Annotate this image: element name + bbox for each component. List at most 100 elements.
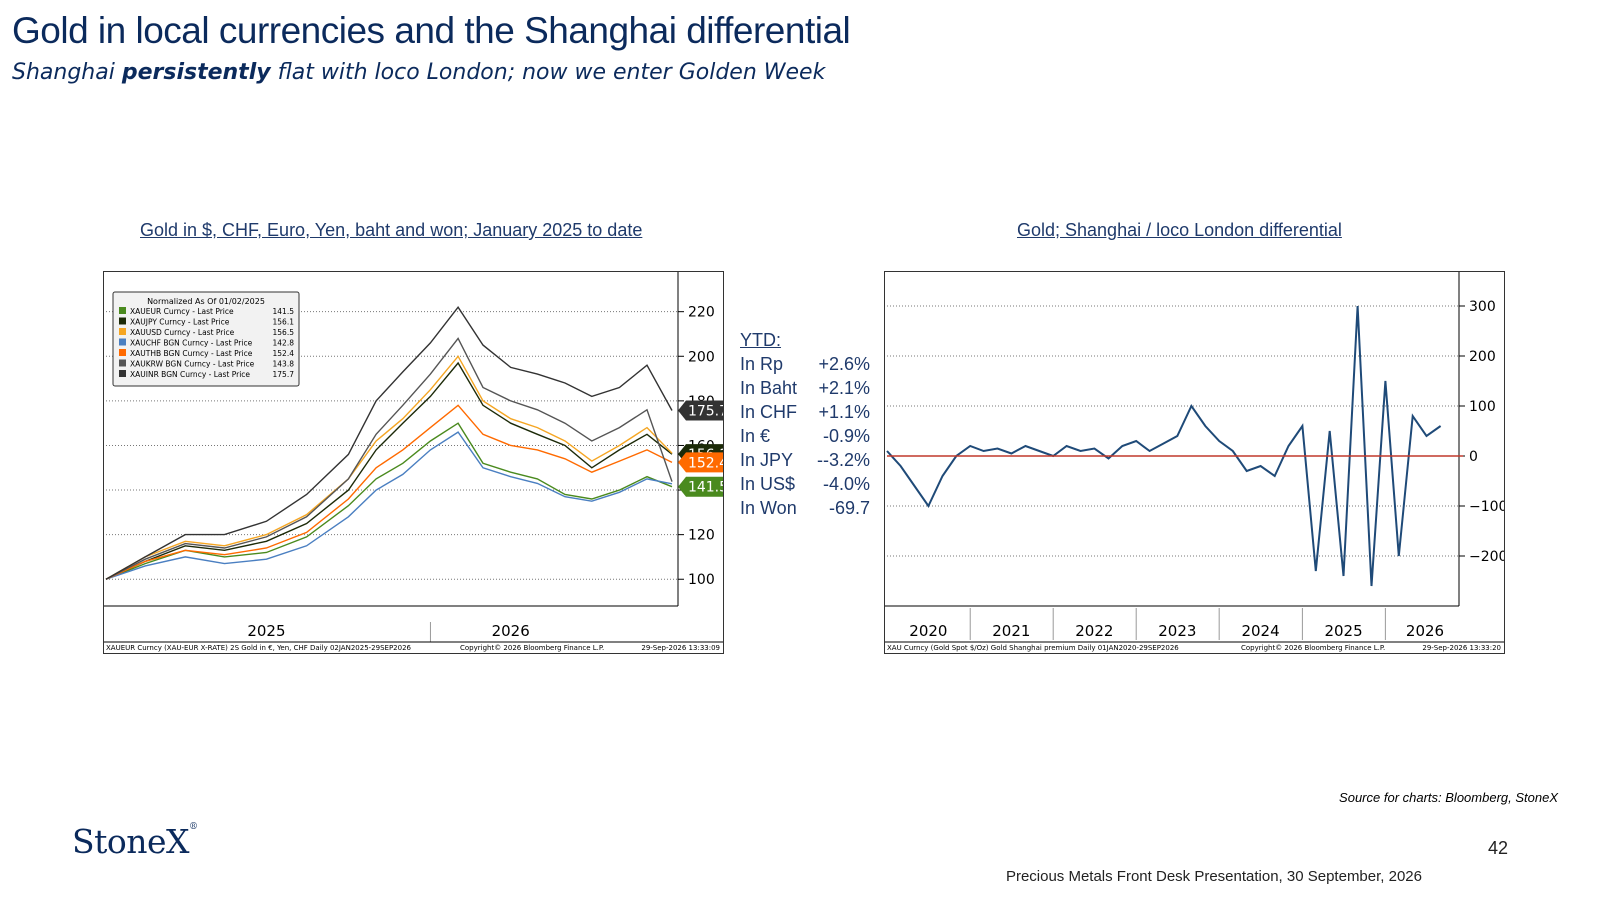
subtitle-emphasis: persistently — [121, 60, 271, 85]
subtitle-prefix: Shanghai — [12, 60, 122, 85]
ytd-row: In CHF +1.1% — [740, 400, 870, 424]
ytd-table: YTD: In Rp +2.6% In Baht +2.1% In CHF +1.1%… — [740, 328, 870, 520]
x-tick-label: 2020 — [909, 622, 947, 640]
legend-entry: XAUKRW BGN Curncy - Last Price — [130, 360, 255, 369]
legend-value: 141.5 — [273, 307, 295, 316]
page-number: 42 — [1487, 838, 1508, 858]
y-tick-label: 0 — [1469, 449, 1478, 465]
last-value-label: 141.5 — [688, 480, 723, 496]
last-value-tag — [678, 400, 728, 421]
legend-value: 142.8 — [273, 339, 295, 348]
legend-title: Normalized As Of 01/02/2025 — [147, 297, 265, 306]
legend-swatch — [119, 370, 126, 377]
y-tick-label: 300 — [1469, 299, 1496, 315]
legend-entry: XAUINR BGN Curncy - Last Price — [130, 370, 250, 379]
last-value-tag — [678, 476, 728, 497]
ytd-row: In Baht +2.1% — [740, 376, 870, 400]
y-tick-label: 120 — [688, 528, 715, 544]
series-line-xaujpy — [105, 361, 673, 580]
y-tick-label: 100 — [1469, 399, 1496, 415]
registered-mark: ® — [189, 822, 198, 832]
y-tick-label: 100 — [688, 572, 715, 588]
series-line-xauthb — [105, 404, 673, 580]
ytd-row: In € -0.9% — [740, 424, 870, 448]
ytd-value: -0.9% — [822, 426, 870, 446]
ytd-value: +1.1% — [818, 402, 870, 422]
chart-right-frame: −200 −100 0 100 200 300 2020 2021 2022 2023 2024 20… — [884, 271, 1507, 654]
y-tick-label: 200 — [1469, 349, 1496, 365]
presentation-footer: Precious Metals Front Desk Presentation,… — [1005, 868, 1422, 885]
y-tick-label: 220 — [688, 305, 715, 321]
ytd-label: In US$ — [740, 474, 796, 494]
y-tick-label: 200 — [688, 349, 715, 365]
series-line-xauchf — [105, 431, 673, 580]
series-line-xauusd — [105, 355, 673, 580]
stonex-logo: StoneX® — [72, 822, 198, 861]
legend-entry: XAUJPY Curncy - Last Price — [130, 318, 230, 327]
ytd-value: -4.0% — [822, 474, 870, 494]
legend-swatch — [119, 307, 126, 314]
series-line-shanghai — [886, 305, 1442, 587]
x-tick-label: 2021 — [992, 622, 1030, 640]
x-tick-label: 2024 — [1241, 622, 1279, 640]
ytd-row: In Rp +2.6% — [740, 352, 870, 376]
series-line-xaukrw — [105, 337, 673, 580]
gold-currencies-chart: 10012014016018020022020252026XAUEUR Curn… — [104, 272, 728, 652]
y-tick-label: −100 — [1469, 499, 1504, 515]
legend-entry: XAUUSD Curncy - Last Price — [130, 328, 235, 337]
legend-entry: XAUCHF BGN Curncy - Last Price — [130, 339, 253, 348]
x-tick-label: 2023 — [1158, 622, 1196, 640]
ytd-label: In Rp — [740, 354, 784, 374]
y-tick-label: −200 — [1469, 549, 1504, 565]
chart-footer-timestamp: 29-Sep-2026 13:33:09 — [641, 644, 720, 652]
legend-value: 152.4 — [273, 349, 295, 358]
legend-swatch — [119, 359, 126, 367]
ytd-label: In Baht — [740, 378, 798, 398]
legend-value: 156.5 — [273, 328, 295, 337]
chart-left-frame: 10012014016018020022020252026XAUEUR Curn… — [103, 271, 728, 654]
legend-value: 143.8 — [273, 360, 295, 369]
series-line-xaueur — [105, 422, 673, 580]
shanghai-differential-chart: −200 −100 0 100 200 300 2020 2021 2022 2023 2024 20… — [885, 272, 1507, 652]
chart-footer-copyright: Copyright© 2026 Bloomberg Finance L.P. — [460, 644, 604, 652]
chart-right-caption: Gold; Shanghai / loco London differentia… — [1017, 220, 1342, 240]
ytd-heading: YTD: — [740, 330, 782, 350]
last-value-label: 175.7 — [688, 403, 723, 419]
ytd-value: -69.7 — [828, 498, 870, 518]
x-tick-label: 2026 — [1406, 622, 1444, 640]
ytd-value: +2.6% — [818, 354, 870, 374]
last-value-label: 152.4 — [688, 455, 723, 471]
x-tick-label: 2026 — [492, 622, 530, 640]
chart-footer-copyright: Copyright© 2026 Bloomberg Finance L.P. — [1241, 644, 1385, 652]
last-value-tag — [678, 452, 728, 473]
legend-value: 156.1 — [273, 318, 295, 327]
logo-text: StoneX — [72, 822, 190, 861]
x-tick-label: 2025 — [247, 622, 285, 640]
chart-left-caption: Gold in $, CHF, Euro, Yen, baht and won;… — [140, 220, 643, 240]
series-line-xauinr — [105, 305, 673, 580]
ytd-value: --3.2% — [816, 450, 870, 470]
chart-footer-left: XAUEUR Curncy (XAU-EUR X-RATE) 2S Gold i… — [106, 644, 412, 652]
ytd-label: In Won — [740, 498, 797, 518]
legend-entry: XAUEUR Curncy - Last Price — [130, 307, 234, 316]
legend-value: 175.7 — [273, 370, 295, 379]
legend-swatch — [119, 338, 126, 346]
source-note: Source for charts: Bloomberg, StoneX — [1339, 790, 1558, 805]
chart-footer-left: XAU Curncy (Gold Spot $/Oz) Gold Shangha… — [887, 644, 1179, 652]
ytd-label: In JPY — [740, 450, 794, 470]
ytd-row: In Won -69.7 — [740, 496, 870, 520]
legend-entry: XAUTHB BGN Curncy - Last Price — [130, 349, 253, 358]
legend-swatch — [119, 317, 126, 325]
legend-swatch — [119, 349, 126, 356]
legend-swatch — [119, 328, 126, 335]
ytd-label: In CHF — [740, 402, 798, 422]
ytd-label: In € — [740, 426, 771, 446]
x-tick-label: 2025 — [1324, 622, 1362, 640]
page-title: Gold in local currencies and the Shangha… — [12, 10, 851, 51]
ytd-row: In JPY --3.2% — [740, 448, 870, 472]
chart-footer-timestamp: 29-Sep-2026 13:33:20 — [1422, 644, 1501, 652]
ytd-value: +2.1% — [818, 378, 870, 398]
page-subtitle: Shanghai persistently flat with loco Lon… — [12, 60, 825, 85]
legend-box — [112, 291, 300, 387]
